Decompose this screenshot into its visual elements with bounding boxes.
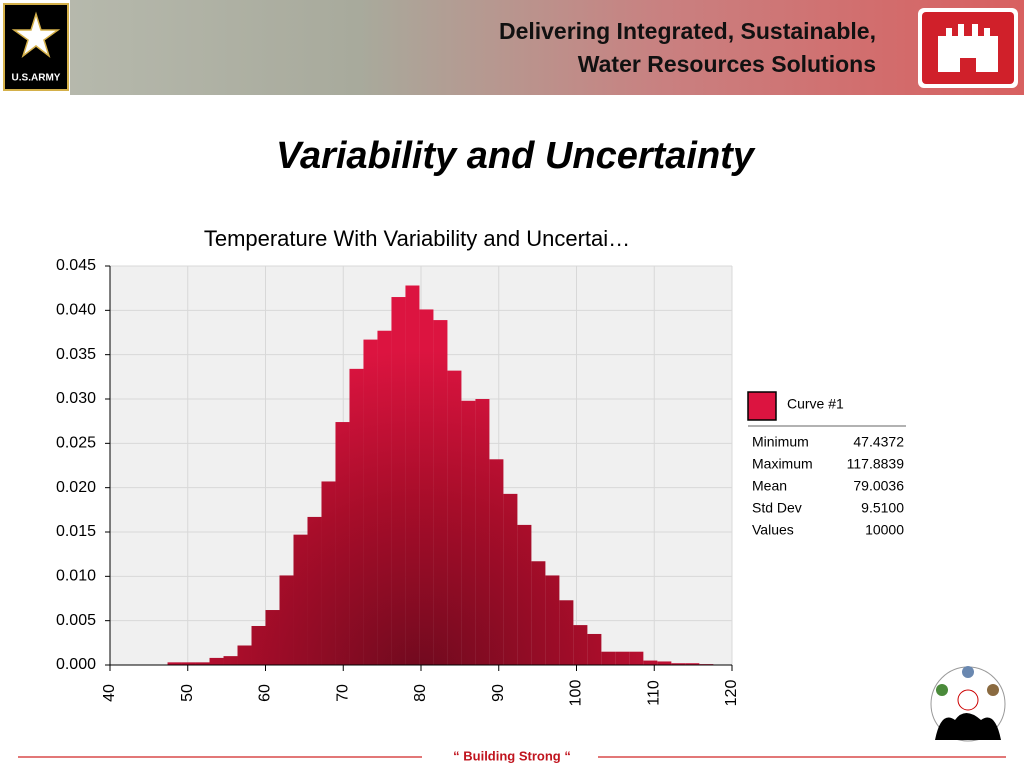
army-star <box>11 11 61 59</box>
bar <box>447 370 462 665</box>
bar <box>223 656 238 665</box>
legend-swatch <box>747 391 777 421</box>
bar <box>517 524 532 665</box>
y-tick-label: 0.045 <box>56 257 96 274</box>
bar <box>363 339 378 665</box>
bar <box>181 662 196 665</box>
bar <box>489 459 504 665</box>
bar <box>685 663 700 665</box>
y-tick-label: 0.000 <box>56 656 96 673</box>
chart-title: Temperature With Variability and Uncerta… <box>204 226 630 251</box>
header-band <box>0 0 1024 95</box>
bar <box>587 633 602 665</box>
bar <box>167 662 182 665</box>
x-tick-label: 110 <box>645 680 662 706</box>
bar <box>671 663 686 665</box>
x-tick-label: 80 <box>412 684 429 702</box>
bar <box>265 610 280 665</box>
bar <box>321 481 336 665</box>
bar <box>279 575 294 665</box>
team-logo-icon <box>962 666 974 678</box>
team-logo-hat <box>957 689 979 711</box>
bar <box>377 330 392 665</box>
bar <box>209 657 224 665</box>
bar <box>545 575 560 665</box>
bar <box>391 297 406 665</box>
legend-label: Curve #1 <box>787 396 844 412</box>
stat-value: 9.5100 <box>861 500 904 516</box>
bar <box>657 661 672 665</box>
stat-label: Maximum <box>752 456 813 472</box>
slide-title: Variability and Uncertainty <box>276 135 756 177</box>
stat-label: Minimum <box>752 434 809 450</box>
stat-label: Mean <box>752 478 787 494</box>
bar <box>643 660 658 665</box>
y-tick-label: 0.030 <box>56 390 96 407</box>
bar <box>237 645 252 665</box>
team-logo-icon <box>987 684 999 696</box>
bar <box>573 625 588 665</box>
header-line: Water Resources Solutions <box>578 51 876 77</box>
bar <box>419 309 434 665</box>
header-line: Delivering Integrated, Sustainable, <box>499 18 876 44</box>
y-tick-label: 0.035 <box>56 346 96 363</box>
stat-value: 10000 <box>865 522 904 538</box>
army-logo-text: U.S.ARMY <box>12 73 61 84</box>
x-tick-label: 40 <box>101 684 118 702</box>
y-tick-label: 0.040 <box>56 302 96 319</box>
x-tick-label: 60 <box>257 684 274 702</box>
bar <box>629 651 644 665</box>
bar <box>349 368 364 665</box>
footer-text: “ Building Strong “ <box>453 748 571 763</box>
bar <box>461 400 476 665</box>
x-tick-label: 70 <box>334 684 351 702</box>
team-logo-icon <box>936 684 948 696</box>
y-tick-label: 0.015 <box>56 523 96 540</box>
y-tick-label: 0.020 <box>56 479 96 496</box>
stat-value: 79.0036 <box>853 478 904 494</box>
x-tick-label: 50 <box>179 684 196 702</box>
bar <box>251 625 266 665</box>
bar <box>307 516 322 665</box>
y-tick-label: 0.010 <box>56 568 96 585</box>
x-tick-label: 100 <box>568 680 585 707</box>
bar <box>615 651 630 665</box>
stat-label: Values <box>752 522 794 538</box>
stat-label: Std Dev <box>752 500 802 516</box>
bar <box>475 399 490 665</box>
stat-value: 47.4372 <box>853 434 904 450</box>
team-logo-figures <box>935 713 1001 740</box>
bar <box>335 422 350 665</box>
castle <box>938 24 998 72</box>
y-tick-label: 0.005 <box>56 612 96 629</box>
bar <box>293 534 308 665</box>
bar <box>405 285 420 665</box>
stat-value: 117.8839 <box>847 456 905 472</box>
bar <box>433 320 448 665</box>
bar <box>559 600 574 665</box>
bar <box>531 561 546 665</box>
x-tick-label: 90 <box>490 684 507 702</box>
bar <box>195 662 210 665</box>
x-tick-label: 120 <box>723 680 740 707</box>
bar <box>601 651 616 665</box>
bar <box>503 493 518 665</box>
y-tick-label: 0.025 <box>56 435 96 452</box>
